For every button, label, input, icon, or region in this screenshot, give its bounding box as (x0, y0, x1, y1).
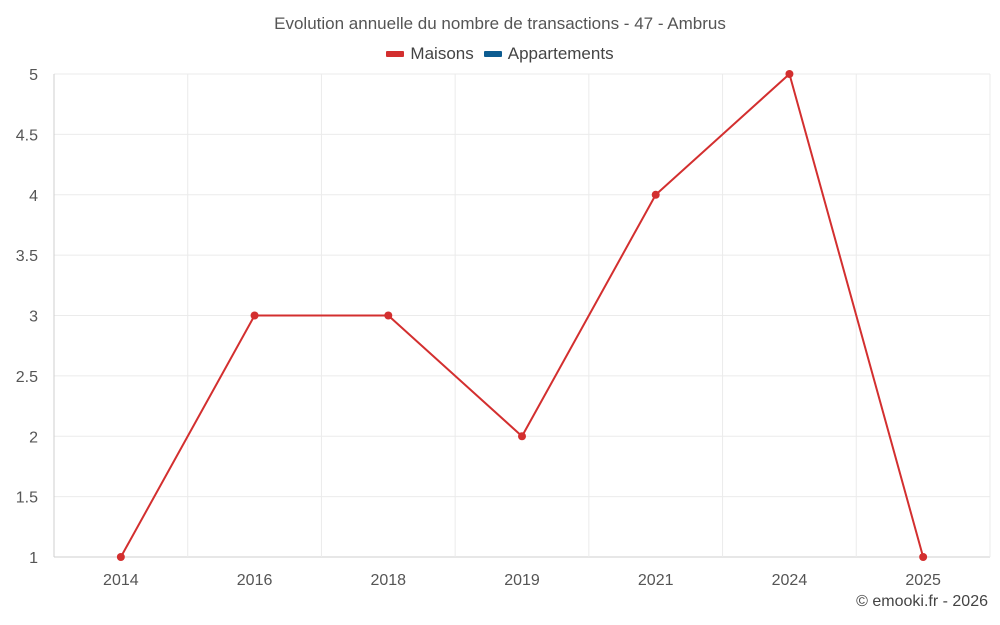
data-point-maisons[interactable] (518, 432, 526, 441)
x-tick-label: 2014 (103, 572, 139, 589)
y-tick-label: 2 (29, 429, 38, 446)
data-point-maisons[interactable] (384, 311, 393, 320)
x-tick-label: 2025 (905, 572, 941, 589)
x-tick-label: 2021 (638, 572, 674, 589)
x-tick-label: 2019 (504, 572, 540, 589)
legend-item-appartements[interactable]: Appartements (483, 44, 614, 64)
y-tick-label: 1 (29, 550, 38, 567)
y-tick-label: 5 (29, 67, 38, 84)
x-tick-label: 2024 (772, 572, 808, 589)
x-tick-label: 2016 (237, 572, 273, 589)
data-point-maisons[interactable] (919, 553, 928, 561)
legend-swatch-appartements (483, 51, 502, 57)
x-tick-label: 2018 (370, 572, 406, 589)
series-maisons (116, 70, 928, 561)
legend-label-maisons: Maisons (410, 44, 474, 63)
y-tick-label: 3.5 (16, 248, 38, 265)
axes: 1 1.5 2 2.5 3 3.5 4 4.5 5 2014 2016 2018 2019 2021 202… (16, 67, 941, 589)
y-tick-label: 2.5 (16, 369, 38, 386)
y-tick-label: 4.5 (16, 127, 38, 144)
credit-text: © emooki.fr - 2026 (856, 593, 988, 610)
data-point-maisons[interactable] (785, 70, 794, 78)
y-tick-label: 3 (29, 309, 38, 326)
data-point-maisons[interactable] (116, 553, 125, 561)
legend-item-maisons[interactable]: Maisons (386, 44, 474, 64)
y-tick-label: 1.5 (16, 490, 38, 507)
chart-title: Evolution annuelle du nombre de transact… (274, 14, 726, 33)
legend: Maisons Appartements (0, 44, 1000, 64)
data-point-maisons[interactable] (651, 190, 660, 199)
legend-swatch-maisons (386, 51, 405, 57)
legend-label-appartements: Appartements (507, 44, 614, 63)
grid (53, 73, 991, 558)
data-point-maisons[interactable] (250, 311, 259, 320)
y-tick-label: 4 (29, 188, 38, 205)
